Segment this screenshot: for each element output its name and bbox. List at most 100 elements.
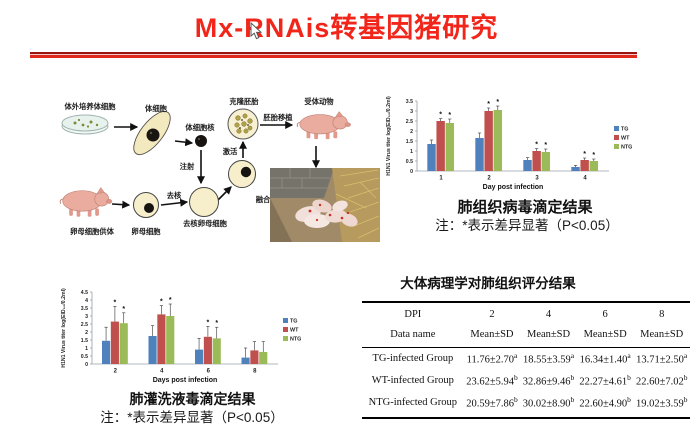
label-cloned-embryo: 克隆胚胎 bbox=[229, 97, 259, 106]
fused-cell-icon bbox=[228, 160, 256, 188]
page-title: Mx-RNAis转基因猪研究 bbox=[194, 13, 499, 43]
value-cell: 13.71±2.50a bbox=[636, 350, 688, 366]
piglets-cluster bbox=[295, 199, 358, 228]
label-somatic-nucleus: 体细胞核 bbox=[185, 123, 215, 132]
label-cultured-cells: 体外培养体细胞 bbox=[64, 102, 116, 111]
cloned-embryo-icon bbox=[227, 108, 259, 140]
somatic-cell-icon bbox=[133, 110, 171, 156]
pathology-table: DPI 2 4 6 8 Data name Mean±SD Mean±SD Mean±SD Mea… bbox=[362, 301, 690, 420]
value-cell: 30.02±8.90b bbox=[520, 392, 577, 420]
svg-text:Days post infection: Days post infection bbox=[153, 377, 218, 384]
label-recipient-animal: 受体动物 bbox=[304, 97, 334, 106]
value-cell: 11.76±2.70a bbox=[466, 350, 518, 366]
svg-text:*: * bbox=[215, 320, 218, 327]
svg-text:3: 3 bbox=[535, 176, 539, 182]
svg-text:1: 1 bbox=[410, 149, 413, 155]
svg-text:1: 1 bbox=[439, 176, 443, 182]
label-enucleated-oocyte: 去核卵母细胞 bbox=[183, 219, 227, 228]
recipient-pig-icon bbox=[296, 110, 352, 140]
table-header-cell: 2 bbox=[463, 301, 521, 325]
table-header-cell: Mean±SD bbox=[576, 324, 634, 348]
svg-text:*: * bbox=[114, 299, 117, 306]
lung-tissue-chart-caption: 肺组织病毒滴定结果 bbox=[457, 199, 593, 216]
svg-text:TG: TG bbox=[621, 127, 629, 133]
svg-text:*: * bbox=[439, 112, 442, 119]
lavage-chart-caption: 肺灌洗液毒滴定结果 bbox=[129, 391, 256, 407]
svg-text:1.5: 1.5 bbox=[81, 338, 88, 344]
table-row: NTG-infected Group 20.59±7.86b 30.02±8.90b… bbox=[362, 392, 690, 420]
oocyte-icon bbox=[133, 192, 159, 218]
svg-text:NTG: NTG bbox=[621, 145, 632, 151]
svg-text:3: 3 bbox=[410, 109, 413, 115]
svg-text:H1N1 Virus titer log(EID₅₀/0.2: H1N1 Virus titer log(EID₅₀/0.2ml) bbox=[386, 96, 392, 176]
piglets-photo bbox=[270, 168, 380, 242]
group-name-cell: NTG-infected Group bbox=[362, 392, 464, 420]
value-cell: 23.62±5.94b bbox=[466, 372, 518, 388]
svg-text:4: 4 bbox=[160, 369, 164, 375]
svg-text:8: 8 bbox=[253, 369, 257, 375]
svg-text:4.5: 4.5 bbox=[81, 290, 88, 296]
svg-text:2: 2 bbox=[114, 369, 118, 375]
svg-text:3: 3 bbox=[85, 314, 88, 320]
svg-text:*: * bbox=[544, 142, 547, 149]
svg-text:2.5: 2.5 bbox=[406, 119, 413, 125]
table-header-cell: 4 bbox=[520, 301, 577, 325]
svg-text:0.5: 0.5 bbox=[81, 354, 88, 360]
label-somatic-cell: 体细胞 bbox=[145, 104, 168, 113]
value-cell: 16.34±1.40a bbox=[579, 350, 631, 366]
enucleated-oocyte-icon bbox=[189, 187, 219, 217]
svg-text:*: * bbox=[496, 99, 499, 106]
table-header-cell: Mean±SD bbox=[520, 324, 577, 348]
value-cell: 18.55±3.59a bbox=[522, 350, 575, 366]
value-cell: 19.02±3.59b bbox=[633, 392, 690, 420]
svg-text:*: * bbox=[122, 306, 125, 313]
svg-text:1.5: 1.5 bbox=[406, 139, 413, 145]
svg-text:3.5: 3.5 bbox=[406, 99, 413, 105]
svg-text:6: 6 bbox=[207, 369, 211, 375]
label-injection: 注射 bbox=[180, 162, 195, 171]
value-cell: 22.60±4.90b bbox=[576, 392, 634, 420]
table-header-cell: 6 bbox=[576, 301, 634, 325]
cloning-diagram: 体外培养体细胞 体细胞 体细胞核 注射 克隆胚胎 胚胎移植 受体动物 激活 融合… bbox=[59, 97, 352, 236]
table-header-cell: Data name bbox=[362, 324, 464, 348]
table-header-cell: Mean±SD bbox=[633, 324, 690, 348]
table-header-cell: DPI bbox=[362, 301, 464, 325]
label-embryo-transfer: 胚胎移植 bbox=[263, 113, 293, 122]
mouse-cursor-icon bbox=[250, 22, 262, 40]
svg-text:WT: WT bbox=[290, 328, 299, 334]
svg-text:4: 4 bbox=[583, 176, 587, 182]
svg-text:2.5: 2.5 bbox=[81, 322, 88, 328]
svg-text:3.5: 3.5 bbox=[81, 306, 88, 312]
label-fusion: 融合 bbox=[256, 195, 271, 204]
label-enucleation: 去核 bbox=[167, 191, 182, 200]
donor-pig-icon bbox=[59, 186, 113, 218]
svg-text:Day post infection: Day post infection bbox=[483, 184, 544, 191]
svg-text:0: 0 bbox=[85, 362, 88, 368]
svg-text:*: * bbox=[207, 319, 210, 326]
lavage-virus-chart: 0 0.5 1 1.5 2 2.5 3 3.5 4 4.5 H1N1 Virus titer log… bbox=[58, 283, 314, 390]
svg-text:1: 1 bbox=[85, 346, 88, 352]
label-oocyte-donor: 卵母细胞供体 bbox=[70, 227, 114, 236]
table-title: 大体病理学对肺组织评分结果 bbox=[400, 276, 576, 291]
value-cell: 22.60±7.02b bbox=[635, 372, 688, 388]
svg-text:*: * bbox=[448, 112, 451, 119]
svg-text:0.5: 0.5 bbox=[406, 159, 413, 165]
flow-arrows bbox=[111, 121, 320, 209]
table-row: TG-infected Group 11.76±2.70a 18.55±3.59a 1… bbox=[362, 347, 690, 370]
svg-text:H1N1 Virus titer log(EID₅₀/0.2: H1N1 Virus titer log(EID₅₀/0.2ml) bbox=[61, 288, 67, 368]
svg-text:2: 2 bbox=[85, 330, 88, 336]
value-cell: 20.59±7.86b bbox=[463, 392, 521, 420]
svg-text:*: * bbox=[487, 101, 490, 108]
svg-text:2: 2 bbox=[487, 176, 491, 182]
svg-text:*: * bbox=[592, 152, 595, 159]
lung-tissue-chart-note: 注：*表示差异显著（P<0.05） bbox=[435, 218, 619, 233]
svg-text:0: 0 bbox=[410, 169, 413, 175]
value-cell: 22.27±4.61b bbox=[579, 372, 631, 388]
value-cell: 32.86±9.46b bbox=[522, 372, 575, 388]
svg-text:WT: WT bbox=[621, 136, 630, 142]
svg-text:TG: TG bbox=[290, 319, 298, 325]
svg-text:*: * bbox=[535, 142, 538, 149]
svg-text:NTG: NTG bbox=[290, 337, 301, 343]
table-row: WT-infected Group 23.62±5.94b 32.86±9.46b 2… bbox=[362, 370, 690, 392]
